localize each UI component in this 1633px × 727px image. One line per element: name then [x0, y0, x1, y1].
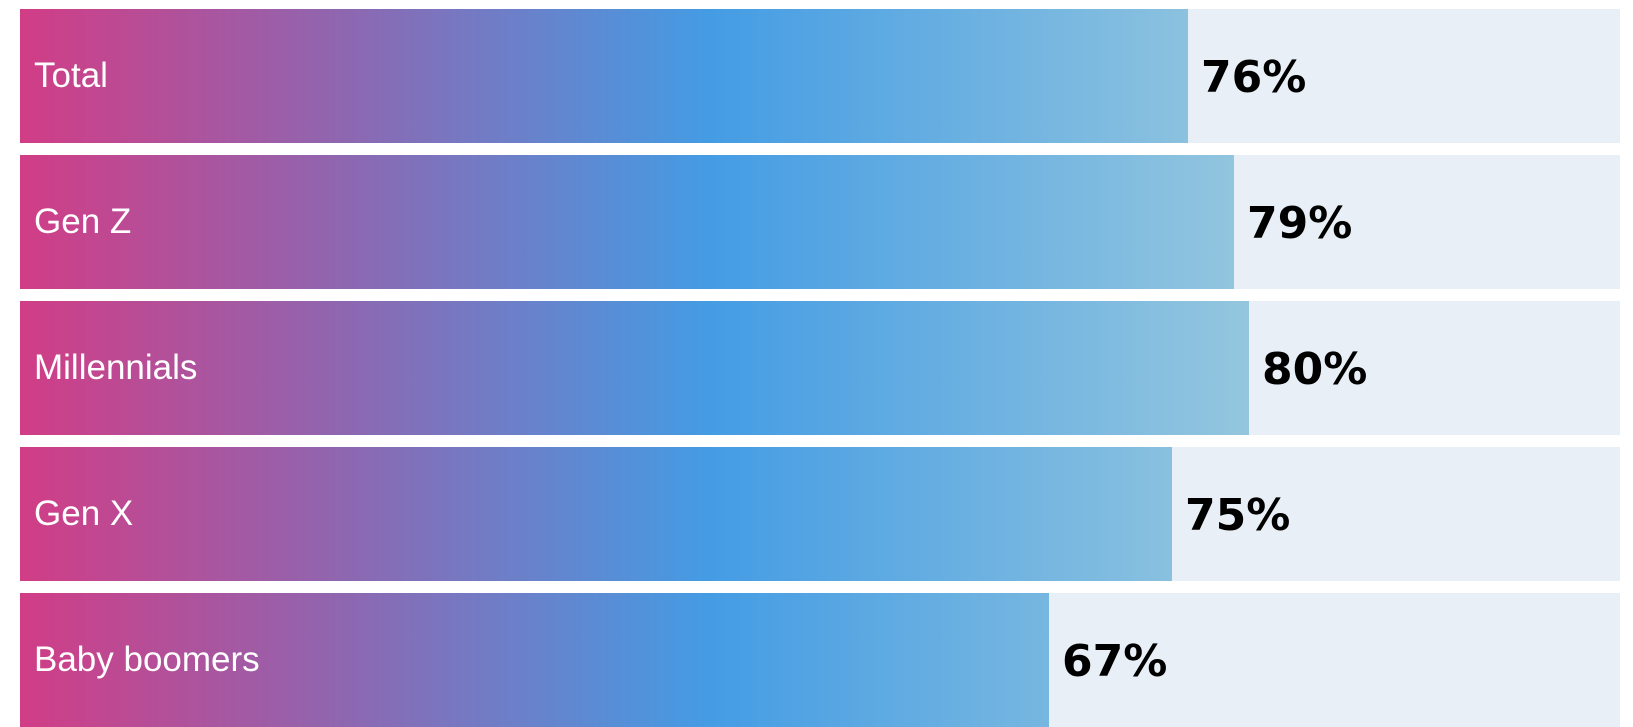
- category-label: Gen X: [34, 494, 134, 533]
- category-label: Baby boomers: [34, 640, 260, 679]
- bar-row: Millennials 80%: [20, 301, 1620, 435]
- bar: [20, 155, 1234, 289]
- category-label: Gen Z: [34, 202, 132, 241]
- bar: [20, 9, 1188, 143]
- bar-row: Total 76%: [20, 9, 1620, 143]
- category-label: Millennials: [34, 348, 198, 387]
- value-label: 76%: [1201, 52, 1307, 103]
- bar-chart: Total 76% Gen Z 79% Millennials 80% Gen X 75% Ba…: [20, 9, 1620, 727]
- bar-row: Gen Z 79%: [20, 155, 1620, 289]
- value-label: 67%: [1062, 636, 1168, 687]
- value-label: 80%: [1262, 344, 1368, 395]
- bar-row: Gen X 75%: [20, 447, 1620, 581]
- value-label: 79%: [1247, 198, 1353, 249]
- bar: [20, 447, 1172, 581]
- value-label: 75%: [1185, 490, 1291, 541]
- bar: [20, 593, 1049, 727]
- bar: [20, 301, 1249, 435]
- category-label: Total: [34, 56, 108, 95]
- bar-row: Baby boomers 67%: [20, 593, 1620, 727]
